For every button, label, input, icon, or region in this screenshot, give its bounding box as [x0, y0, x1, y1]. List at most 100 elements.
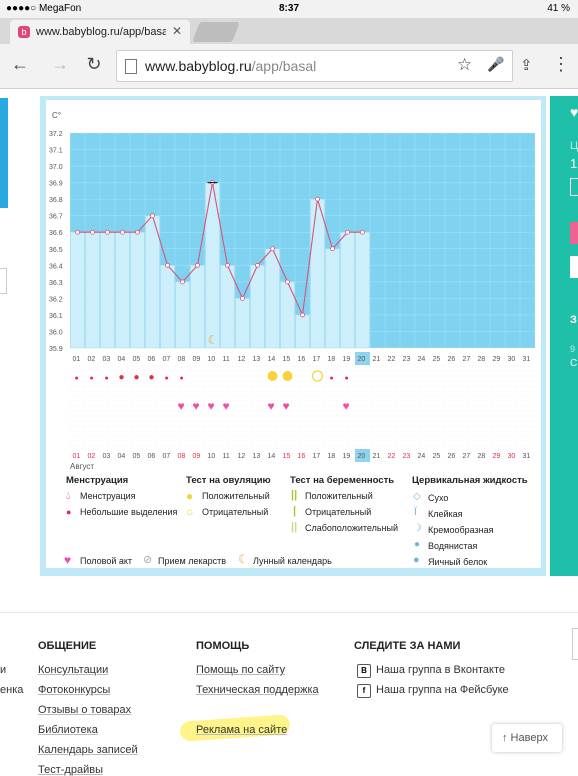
bottom-day-label: 10 [208, 453, 216, 460]
footer-link-fb[interactable]: Наша группа на Фейсбуке [376, 684, 509, 696]
legend-item: Яичный белок [428, 557, 488, 567]
temperature-bar [220, 265, 235, 349]
y-tick-label: 37.1 [49, 148, 63, 155]
temperature-bar [310, 198, 325, 349]
day-tick-label: 30 [508, 356, 516, 363]
bottom-day-label: 31 [523, 453, 531, 460]
reload-icon[interactable]: ↻ [86, 54, 102, 74]
temperature-bar [85, 231, 100, 349]
temperature-point [180, 279, 185, 285]
bottom-day-label: 18 [328, 453, 336, 460]
url-host: www.babyblog.ru [145, 58, 252, 74]
bottom-day-label: 13 [253, 453, 261, 460]
address-bar[interactable]: www.babyblog.ru/app/basal ☆ 🎤 [116, 50, 513, 82]
temperature-bar [265, 248, 280, 349]
temperature-point [270, 246, 275, 252]
footer-link[interactable]: Консультации [38, 664, 109, 676]
bottom-day-label: 16 [298, 453, 306, 460]
bottom-day-label: 02 [88, 453, 96, 460]
legend-pregnancy-title: Тест на беременность [290, 475, 395, 486]
menstruation-drop-icon: ● [165, 375, 169, 382]
bottom-day-label: 09 [193, 453, 201, 460]
day-tick-label: 24 [418, 356, 426, 363]
moon-icon: ☾ [238, 552, 249, 566]
panel-pink-button[interactable] [570, 222, 578, 244]
legend-ovulation-title: Тест на овуляцию [186, 475, 271, 486]
footer-link[interactable]: Реклама на сайте [196, 724, 288, 736]
footer-link[interactable]: Тест-драйвы [38, 764, 103, 776]
legend-item: Прием лекарств [158, 556, 227, 566]
day-tick-label: 19 [343, 356, 351, 363]
menstruation-drop-icon: ● [180, 375, 184, 382]
y-tick-label: 36.4 [49, 263, 63, 270]
panel-white-button[interactable] [570, 256, 578, 278]
share-icon[interactable]: ⇪ [520, 57, 533, 74]
temperature-point [105, 229, 110, 235]
panel-letter-5: С [570, 358, 578, 369]
footer-link[interactable]: Календарь записей [38, 744, 138, 756]
footer-link-vk[interactable]: Наша группа в Вконтакте [376, 664, 506, 676]
intercourse-heart-icon: ♥ [178, 399, 185, 413]
browser-tab[interactable]: b www.babyblog.ru/app/basa ✕ [10, 20, 190, 44]
y-axis-label: C° [52, 111, 61, 120]
day-tick-label: 28 [478, 356, 486, 363]
footer-link[interactable]: Библиотека [38, 724, 98, 736]
temperature-point [255, 262, 260, 268]
temperature-bar [355, 231, 370, 349]
y-tick-label: 36.1 [49, 313, 63, 320]
menstruation-drop-icon: ● [105, 375, 109, 382]
microphone-icon[interactable]: 🎤 [487, 56, 505, 72]
menstruation-drop-icon: ● [345, 375, 349, 382]
tab-title: www.babyblog.ru/app/basa [36, 26, 166, 38]
back-icon[interactable]: ← [11, 54, 29, 74]
menstruation-drop-icon: ● [119, 372, 125, 383]
bottom-day-label: 15 [283, 453, 291, 460]
right-side-panel: ♥ Ц 1 З 9 С [550, 96, 578, 576]
footer-link[interactable]: Помощь по сайту [196, 664, 286, 676]
legend-item: Водянистая [428, 541, 478, 551]
panel-letter-3: З [570, 314, 577, 326]
bottom-day-label: 26 [448, 453, 456, 460]
temperature-point [165, 262, 170, 268]
footer-divider [0, 612, 578, 613]
temperature-point [135, 229, 140, 235]
temperature-point [330, 246, 335, 252]
bottom-day-label: 08 [178, 453, 186, 460]
menu-icon[interactable]: ⋮ [552, 54, 570, 74]
footer-link[interactable]: Отзывы о товарах [38, 704, 132, 716]
bottom-day-label: 03 [103, 453, 111, 460]
legend-item: Лунный календарь [253, 556, 332, 566]
legend-item: Менструация [80, 491, 136, 501]
footer-link[interactable]: Техническая поддержка [196, 684, 319, 696]
cut-link[interactable]: и [0, 664, 7, 676]
scroll-to-top-button[interactable]: ↑ Наверх [492, 724, 562, 752]
day-tick-label: 23 [403, 356, 411, 363]
menstruation-drop-icon: ● [90, 375, 94, 382]
y-tick-label: 36.7 [49, 214, 63, 221]
forward-icon[interactable]: → [51, 54, 69, 74]
y-tick-label: 36.8 [49, 197, 63, 204]
day-tick-label: 25 [433, 356, 441, 363]
moon-icon: ☾ [208, 333, 219, 347]
cut-link[interactable]: енка [0, 684, 24, 696]
temperature-point [345, 229, 350, 235]
legend-item: Клейкая [428, 509, 463, 519]
temperature-point [90, 229, 95, 235]
temperature-point [315, 196, 320, 202]
intercourse-heart-icon: ♥ [193, 399, 200, 413]
vk-icon[interactable]: В [357, 664, 371, 678]
facebook-icon[interactable]: f [357, 684, 371, 698]
legend-item: Сухо [428, 493, 449, 503]
bookmark-star-icon[interactable]: ☆ [457, 55, 473, 74]
temperature-bar [250, 265, 265, 349]
day-tick-label: 15 [283, 356, 291, 363]
footer-link[interactable]: Фотоконкурсы [38, 684, 111, 696]
panel-box [570, 178, 578, 196]
temperature-bar [340, 231, 355, 349]
close-icon[interactable]: ✕ [171, 24, 182, 38]
drop-icon: 💧︎ [66, 490, 71, 502]
battery-level: 41 % [547, 3, 570, 14]
temperature-bar [100, 231, 115, 349]
footer-col-follow-title: СЛЕДИТЕ ЗА НАМИ [354, 640, 461, 652]
day-tick-label: 10 [208, 356, 216, 363]
